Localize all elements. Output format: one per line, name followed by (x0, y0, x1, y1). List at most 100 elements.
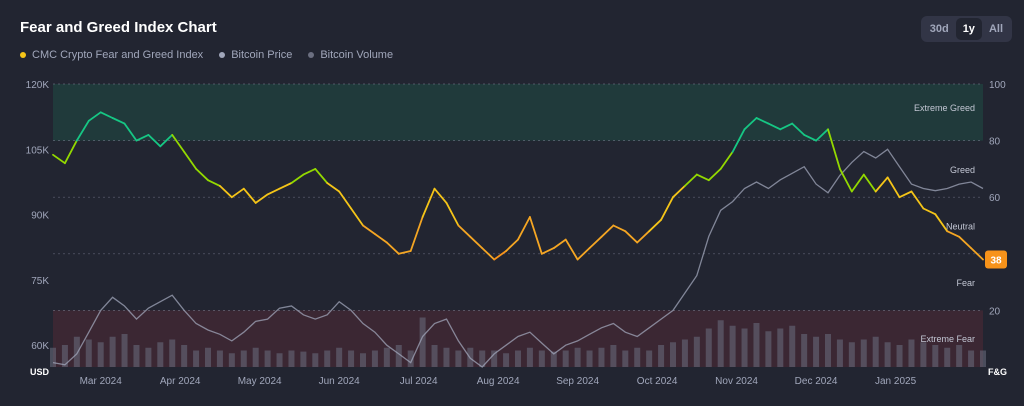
fear-greed-line-segment (707, 167, 722, 182)
fear-greed-line-segment (815, 128, 829, 142)
fear-greed-line-segment (505, 238, 519, 252)
volume-bar (550, 351, 557, 367)
fear-greed-line-segment (564, 238, 579, 261)
fear-greed-line-segment (755, 117, 770, 125)
volume-bar (264, 350, 271, 367)
legend-item-bitcoin-volume[interactable]: Bitcoin Volume (308, 49, 393, 61)
x-tick-label: Nov 2024 (715, 376, 758, 387)
legend-dot-icon (20, 52, 26, 58)
volume-bar (681, 339, 688, 367)
volume-bar (336, 347, 343, 367)
volume-bar (765, 331, 772, 367)
fear-greed-line-segment (87, 111, 102, 122)
volume-bar (276, 353, 283, 367)
volume-bar (741, 328, 748, 367)
volume-bar (181, 345, 188, 367)
zone-label: Greed (950, 165, 975, 175)
volume-bar (371, 350, 378, 367)
fear-greed-line-segment (207, 179, 221, 187)
fear-greed-line-segment (302, 167, 317, 176)
volume-bar (419, 317, 426, 367)
fear-greed-line-segment (803, 133, 817, 142)
fear-greed-line-segment (600, 224, 615, 238)
fear-greed-line-segment (624, 230, 639, 244)
volume-bar (252, 347, 259, 367)
volume-bar (705, 328, 712, 367)
fear-greed-line-segment (636, 230, 651, 244)
fear-greed-line-segment (874, 176, 889, 193)
fear-greed-line-segment (350, 207, 364, 227)
x-tick-label: Sep 2024 (556, 376, 599, 387)
right-tick-label: 20 (989, 306, 1001, 317)
volume-bar (348, 350, 355, 367)
x-tick-label: Jun 2024 (319, 376, 361, 387)
current-value-label: 38 (990, 255, 1002, 266)
fear-greed-line-segment (481, 247, 496, 261)
volume-bar (574, 347, 581, 367)
fear-greed-line-segment (242, 187, 257, 204)
fear-greed-line-segment (171, 133, 186, 153)
volume-bar (789, 325, 796, 367)
range-selector: 30d 1y All (920, 16, 1012, 42)
zone-label: Neutral (946, 222, 975, 232)
volume-bar (598, 347, 605, 367)
volume-bar (228, 353, 235, 367)
fear-greed-line-segment (433, 187, 448, 204)
fear-greed-line-segment (397, 250, 412, 255)
volume-bar (932, 345, 939, 367)
left-tick-label: 90K (31, 211, 49, 222)
fear-greed-line-segment (958, 235, 972, 250)
legend-dot-icon (219, 52, 226, 58)
volume-bar (491, 350, 498, 367)
volume-bar (670, 342, 676, 367)
chart-title: Fear and Greed Index Chart (20, 19, 217, 36)
volume-bar (836, 339, 843, 367)
fear-greed-line-segment (922, 207, 937, 216)
volume-bar (193, 350, 200, 367)
fear-greed-line-segment (123, 122, 138, 142)
fear-greed-line-segment (540, 247, 555, 255)
volume-bar (50, 347, 56, 367)
range-all-button[interactable]: All (988, 23, 1003, 35)
fear-greed-line-segment (552, 238, 567, 250)
fear-greed-line-segment (588, 235, 603, 250)
volume-bar (145, 347, 152, 367)
legend-item-bitcoin-price[interactable]: Bitcoin Price (219, 49, 292, 61)
volume-bar (634, 347, 641, 367)
fear-greed-line-segment (230, 187, 245, 199)
fear-greed-line-segment (52, 153, 66, 165)
volume-bar (288, 350, 295, 367)
x-tick-label: Oct 2024 (637, 376, 678, 387)
left-tick-label: 75K (31, 276, 49, 287)
volume-bar (848, 342, 855, 367)
fear-greed-line-segment (934, 213, 949, 233)
left-tick-label: 120K (26, 80, 50, 91)
volume-bar (693, 336, 700, 367)
left-tick-label: 60K (31, 341, 49, 352)
volume-bar (324, 350, 331, 367)
x-tick-label: Apr 2024 (160, 376, 201, 387)
volume-bar (562, 350, 569, 367)
volume-bar (300, 351, 307, 367)
legend-item-fear-greed[interactable]: CMC Crypto Fear and Greed Index (20, 49, 203, 61)
fear-greed-line-segment (767, 122, 782, 131)
fear-greed-line-segment (719, 150, 734, 170)
volume-bar (753, 323, 760, 367)
volume-bar (610, 345, 617, 367)
volume-bar (443, 347, 450, 367)
right-axis-unit: F&G (988, 367, 1007, 377)
fear-greed-line-segment (684, 173, 698, 187)
fear-greed-line-segment (839, 167, 853, 193)
volume-bar (956, 345, 963, 367)
volume-bar (526, 347, 533, 367)
range-1y-button[interactable]: 1y (955, 18, 982, 40)
volume-bar (908, 339, 915, 367)
volume-bar (717, 320, 724, 367)
volume-bar (646, 350, 653, 367)
volume-bar (109, 336, 116, 367)
range-30d-button[interactable]: 30d (929, 23, 949, 35)
volume-bar (515, 350, 521, 367)
volume-bar (85, 339, 92, 367)
fear-greed-line-segment (111, 117, 126, 125)
